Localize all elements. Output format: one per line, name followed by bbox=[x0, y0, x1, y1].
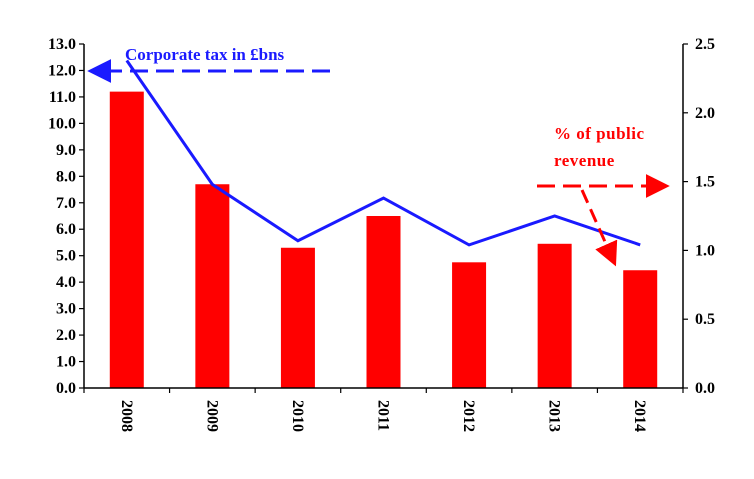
line-corporate-tax-share bbox=[125, 59, 641, 247]
x-tick-label: 2012 bbox=[460, 400, 477, 432]
right-tick-label: 1.0 bbox=[695, 242, 715, 259]
x-tick-label: 2014 bbox=[631, 400, 648, 432]
right-tick-label: 1.5 bbox=[695, 174, 715, 191]
left-tick-label: 9.0 bbox=[56, 142, 76, 159]
left-tick-label: 13.0 bbox=[48, 36, 76, 53]
left-tick-label: 2.0 bbox=[56, 327, 76, 344]
right-tick-label: 2.0 bbox=[695, 105, 715, 122]
bar-2009 bbox=[195, 184, 230, 388]
annotation-corporate-tax: Corporate tax in £bns bbox=[125, 45, 285, 64]
left-tick-label: 0.0 bbox=[56, 380, 76, 397]
x-axis-ticks: 2008 2009 2010 2011 2012 2013 2014 bbox=[83, 388, 684, 432]
left-axis-ticks: 0.0 1.0 2.0 3.0 4.0 5.0 6.0 7.0 8.0 9.0 10.0 11.0 12… bbox=[48, 36, 84, 397]
right-tick-label: 0.0 bbox=[695, 380, 715, 397]
left-tick-label: 8.0 bbox=[56, 168, 76, 185]
bar-2014 bbox=[623, 270, 658, 388]
x-tick-label: 2010 bbox=[289, 400, 306, 432]
left-tick-label: 10.0 bbox=[48, 115, 76, 132]
arrow-down-annotation bbox=[580, 189, 618, 267]
x-tick-label: 2008 bbox=[118, 400, 135, 432]
bar-series bbox=[109, 91, 658, 388]
left-tick-label: 6.0 bbox=[56, 221, 76, 238]
right-tick-label: 2.5 bbox=[695, 36, 715, 53]
bar-2008 bbox=[109, 91, 144, 388]
left-tick-label: 3.0 bbox=[56, 301, 76, 318]
bar-2010 bbox=[280, 247, 315, 388]
line-series bbox=[125, 59, 641, 247]
x-tick-label: 2009 bbox=[203, 400, 220, 432]
annotation-percent-public: % of public bbox=[554, 124, 645, 143]
bar-2012 bbox=[452, 262, 487, 388]
left-tick-label: 5.0 bbox=[56, 248, 76, 265]
annotation-revenue: revenue bbox=[554, 151, 615, 170]
right-tick-label: 0.5 bbox=[695, 311, 715, 328]
axes bbox=[83, 44, 684, 389]
left-tick-label: 4.0 bbox=[56, 274, 76, 291]
bar-2011 bbox=[366, 216, 401, 388]
left-tick-label: 7.0 bbox=[56, 195, 76, 212]
left-tick-label: 12.0 bbox=[48, 62, 76, 79]
right-axis-ticks: 0.0 0.5 1.0 1.5 2.0 2.5 bbox=[683, 36, 715, 397]
bar-2013 bbox=[537, 243, 572, 388]
left-tick-label: 1.0 bbox=[56, 354, 76, 371]
x-tick-label: 2013 bbox=[546, 400, 563, 432]
x-tick-label: 2011 bbox=[375, 400, 392, 431]
left-tick-label: 11.0 bbox=[49, 89, 76, 106]
